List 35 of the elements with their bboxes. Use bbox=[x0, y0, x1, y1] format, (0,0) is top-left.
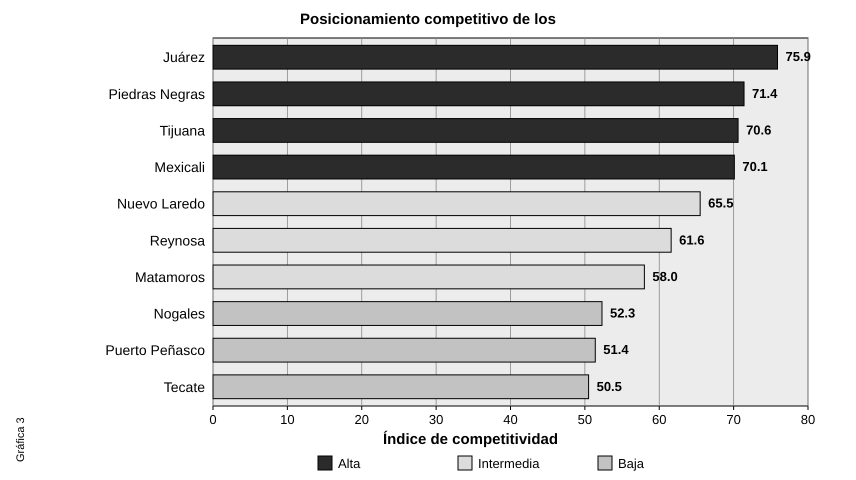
x-tick-label: 70 bbox=[726, 412, 741, 427]
y-tick-label: Piedras Negras bbox=[108, 86, 205, 102]
text: 61.6 bbox=[679, 232, 704, 248]
y-tick-label: Matamoros bbox=[134, 268, 205, 285]
text: 65.5 bbox=[708, 196, 734, 211]
x-tick-label: 80 bbox=[800, 412, 816, 427]
y-tick-label: Nuevo Laredo bbox=[117, 196, 206, 212]
text: 51.4 bbox=[603, 342, 629, 358]
x-tick-label: 50 bbox=[578, 412, 592, 427]
legend-label: Alta bbox=[338, 456, 362, 471]
y-tick-label: Tijuana bbox=[160, 122, 206, 138]
x-tick-label: 10 bbox=[280, 412, 295, 427]
x-tick-label: 40 bbox=[503, 412, 518, 427]
x-tick-label: 0 bbox=[209, 412, 217, 427]
text: 52.3 bbox=[610, 306, 636, 321]
x-axis-title: Índice de competitividad bbox=[382, 430, 558, 448]
text: Gráfica 3 bbox=[15, 417, 27, 462]
legend-label: Baja bbox=[618, 456, 645, 471]
text: 75.9 bbox=[786, 49, 811, 64]
y-tick-label: Mexicali bbox=[154, 159, 205, 176]
legend-label: Intermedia bbox=[478, 456, 540, 471]
text: 50.5 bbox=[596, 378, 622, 394]
y-tick-label: Tecate bbox=[164, 378, 206, 395]
chart-title: Posicionamiento competitivo de los bbox=[300, 11, 556, 28]
text: 70.6 bbox=[746, 122, 772, 138]
x-tick-label: 20 bbox=[354, 412, 369, 427]
x-tick-label: 60 bbox=[652, 412, 666, 427]
x-tick-label: 30 bbox=[428, 412, 444, 427]
y-tick-label: Reynosa bbox=[150, 232, 206, 248]
text: 71.4 bbox=[752, 86, 778, 101]
y-tick-label: Nogales bbox=[154, 306, 205, 322]
text: 70.1 bbox=[742, 159, 768, 174]
y-tick-label: Juárez bbox=[162, 49, 205, 66]
text: 58.0 bbox=[652, 268, 678, 284]
y-tick-label: Puerto Peñasco bbox=[105, 342, 206, 358]
